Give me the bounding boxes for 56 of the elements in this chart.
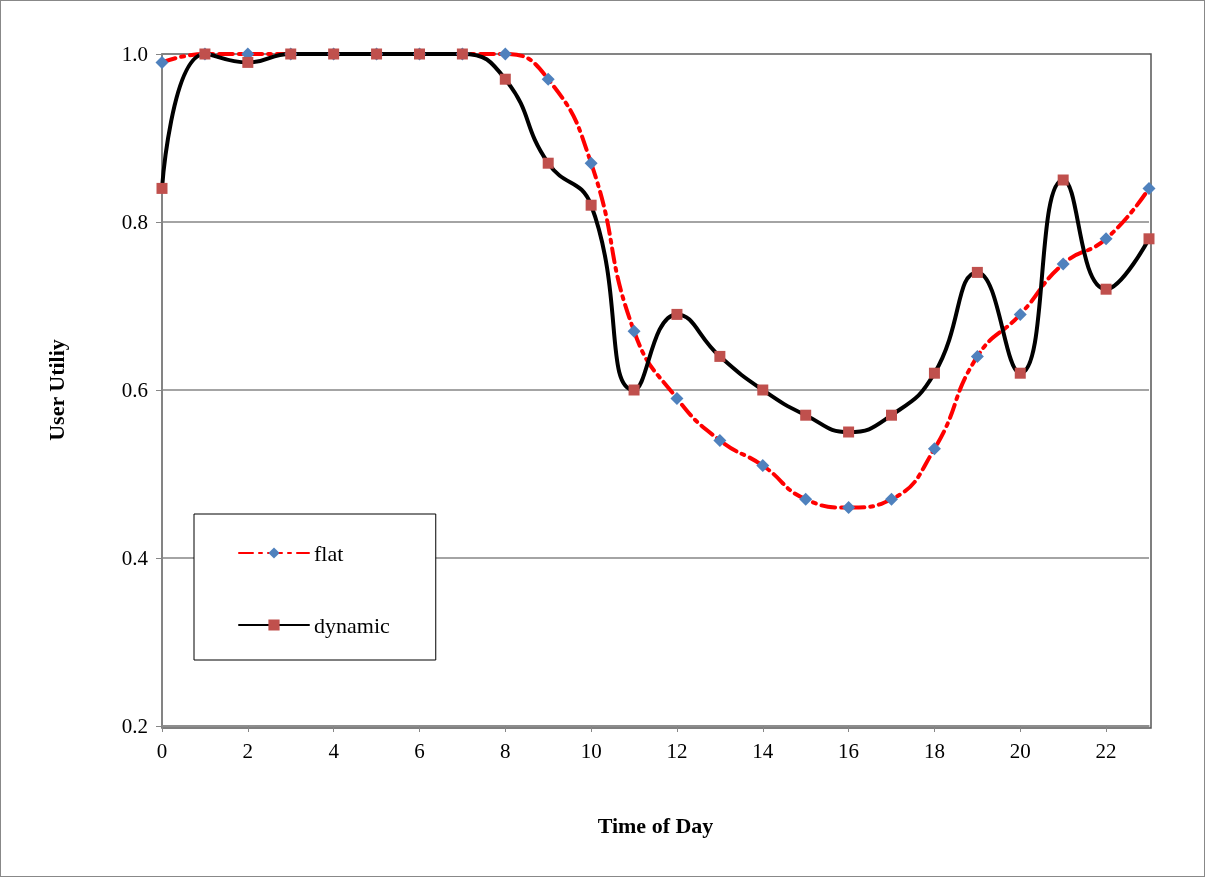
point <box>971 266 983 278</box>
point <box>843 426 855 438</box>
x-tick-label: 20 <box>1009 738 1031 763</box>
point <box>756 459 770 473</box>
point <box>499 73 511 85</box>
point <box>242 56 254 68</box>
point <box>928 367 940 379</box>
point <box>1143 233 1155 245</box>
point <box>842 501 856 515</box>
y-tick-label: 0.6 <box>121 378 148 402</box>
point <box>713 433 727 447</box>
point <box>714 350 726 362</box>
point <box>886 409 898 421</box>
legend-label: flat <box>314 540 344 566</box>
x-tick-label: 4 <box>328 738 340 763</box>
x-tick-label: 18 <box>923 738 945 763</box>
point <box>799 492 813 506</box>
y-tick-label: 0.8 <box>121 210 148 234</box>
point <box>1142 181 1156 195</box>
point <box>155 55 169 69</box>
x-tick-label: 22 <box>1095 738 1117 763</box>
x-tick-label: 14 <box>752 738 774 763</box>
x-tick-label: 16 <box>838 738 860 763</box>
y-tick-label: 1.0 <box>121 42 148 66</box>
x-tick-label: 8 <box>500 738 511 763</box>
point <box>1013 307 1027 321</box>
point <box>1057 174 1069 186</box>
point <box>927 442 941 456</box>
x-axis-title: Time of Day <box>597 812 714 838</box>
point <box>1014 367 1026 379</box>
point <box>541 72 555 86</box>
x-tick-label: 2 <box>242 738 254 763</box>
point <box>970 349 984 363</box>
point <box>498 47 512 61</box>
legend-label: dynamic <box>314 612 390 638</box>
point <box>628 384 640 396</box>
point <box>584 156 598 170</box>
x-tick-label: 10 <box>580 738 602 763</box>
point <box>627 324 641 338</box>
point <box>800 409 812 421</box>
point <box>585 199 597 211</box>
x-tick-label: 0 <box>156 738 168 763</box>
point <box>156 182 168 194</box>
point <box>1056 257 1070 271</box>
point <box>1099 232 1113 246</box>
x-tick-label: 6 <box>414 738 425 763</box>
y-tick-label: 0.2 <box>121 714 148 738</box>
point <box>542 157 554 169</box>
y-axis-title: User Utiliy <box>43 339 69 441</box>
point <box>671 308 683 320</box>
y-tick-label: 0.4 <box>121 546 149 570</box>
x-tick-label: 12 <box>666 738 688 763</box>
point <box>757 384 769 396</box>
point <box>1100 283 1112 295</box>
point <box>670 391 684 405</box>
point <box>885 492 899 506</box>
